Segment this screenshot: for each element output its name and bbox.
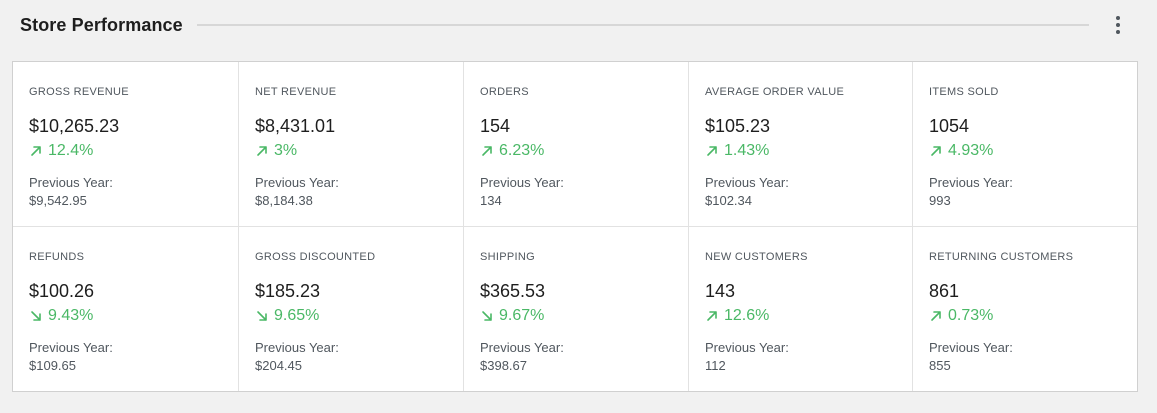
metric-label: NEW CUSTOMERS <box>705 251 808 263</box>
arrow-up-right-icon <box>480 144 494 158</box>
metric-card-refunds[interactable]: REFUNDS $100.26 9.43% Previous Year: $10… <box>13 227 239 391</box>
previous-year-label: Previous Year: <box>29 340 113 355</box>
metric-card-shipping[interactable]: SHIPPING $365.53 9.67% Previous Year: $3… <box>464 227 689 391</box>
section-title: Store Performance <box>20 15 183 35</box>
metric-label: GROSS DISCOUNTED <box>255 251 376 263</box>
arrow-up-right-icon <box>255 144 269 158</box>
delta-text: 4.93% <box>948 142 994 159</box>
previous-year-label: Previous Year: <box>705 175 789 190</box>
metric-label: NET REVENUE <box>255 86 337 98</box>
metric-value: 861 <box>929 281 960 301</box>
header-divider <box>197 24 1089 26</box>
previous-year-label: Previous Year: <box>705 340 789 355</box>
arrow-up-right-icon <box>929 309 943 323</box>
metric-value: $105.23 <box>705 116 771 136</box>
arrow-down-right-icon <box>29 309 43 323</box>
previous-year-value: 993 <box>929 193 951 208</box>
previous-year-value: 112 <box>705 358 726 373</box>
arrow-down-right-icon <box>480 309 494 323</box>
metric-value: $8,431.01 <box>255 116 336 136</box>
previous-year-label: Previous Year: <box>255 340 339 355</box>
previous-year-label: Previous Year: <box>480 175 564 190</box>
metric-delta: 9.65% <box>255 307 319 325</box>
previous-year-label: Previous Year: <box>29 175 113 190</box>
metric-value: 154 <box>480 116 511 136</box>
delta-text: 6.23% <box>499 142 545 159</box>
metric-label: RETURNING CUSTOMERS <box>929 251 1074 263</box>
delta-text: 9.43% <box>48 307 94 324</box>
metric-value: 143 <box>705 281 736 301</box>
metric-delta: 4.93% <box>929 142 993 160</box>
metric-card-orders[interactable]: ORDERS 154 6.23% Previous Year: 134 <box>464 62 689 227</box>
previous-year-value: $102.34 <box>705 193 752 208</box>
arrow-up-right-icon <box>705 144 719 158</box>
metric-delta: 9.67% <box>480 307 544 325</box>
previous-year-value: 134 <box>480 193 502 208</box>
previous-year-label: Previous Year: <box>929 175 1013 190</box>
delta-text: 1.43% <box>724 142 770 159</box>
metric-delta: 12.6% <box>705 307 769 325</box>
metric-delta: 6.23% <box>480 142 544 160</box>
previous-year-value: $109.65 <box>29 358 76 373</box>
metric-card-items-sold[interactable]: ITEMS SOLD 1054 4.93% Previous Year: 993 <box>913 62 1137 227</box>
metric-label: REFUNDS <box>29 251 85 263</box>
metric-delta: 1.43% <box>705 142 769 160</box>
metric-card-gross-revenue[interactable]: GROSS REVENUE $10,265.23 12.4% Previous … <box>13 62 239 227</box>
performance-panel: GROSS REVENUE $10,265.23 12.4% Previous … <box>12 61 1138 392</box>
previous-year-label: Previous Year: <box>929 340 1013 355</box>
metric-label: ORDERS <box>480 86 529 98</box>
metric-card-gross-discounted[interactable]: GROSS DISCOUNTED $185.23 9.65% Previous … <box>239 227 464 391</box>
previous-year-value: 855 <box>929 358 951 373</box>
delta-text: 0.73% <box>948 307 994 324</box>
delta-text: 9.67% <box>499 307 545 324</box>
ellipsis-vertical-icon <box>1116 16 1120 34</box>
metric-value: 1054 <box>929 116 970 136</box>
metric-value: $185.23 <box>255 281 321 301</box>
delta-text: 9.65% <box>274 307 320 324</box>
previous-year-label: Previous Year: <box>255 175 339 190</box>
more-options-button[interactable] <box>1103 11 1133 41</box>
previous-year-label: Previous Year: <box>480 340 564 355</box>
previous-year-value: $398.67 <box>480 358 527 373</box>
delta-text: 12.4% <box>48 142 94 159</box>
metric-delta: 3% <box>255 142 297 160</box>
metric-card-net-revenue[interactable]: NET REVENUE $8,431.01 3% Previous Year: … <box>239 62 464 227</box>
metric-card-new-customers[interactable]: NEW CUSTOMERS 143 12.6% Previous Year: 1… <box>689 227 913 391</box>
previous-year-value: $204.45 <box>255 358 302 373</box>
delta-text: 12.6% <box>724 307 770 324</box>
metric-label: ITEMS SOLD <box>929 86 999 98</box>
previous-year-value: $9,542.95 <box>29 193 87 208</box>
delta-text: 3% <box>274 142 298 159</box>
arrow-up-right-icon <box>29 144 43 158</box>
metric-delta: 12.4% <box>29 142 93 160</box>
arrow-down-right-icon <box>255 309 269 323</box>
metric-delta: 9.43% <box>29 307 93 325</box>
previous-year-value: $8,184.38 <box>255 193 313 208</box>
metric-label: GROSS REVENUE <box>29 86 129 98</box>
metric-value: $365.53 <box>480 281 546 301</box>
arrow-up-right-icon <box>705 309 719 323</box>
metric-label: SHIPPING <box>480 251 535 263</box>
metric-label: AVERAGE ORDER VALUE <box>705 86 845 98</box>
metric-value: $100.26 <box>29 281 95 301</box>
section-header: Store Performance <box>0 0 1157 52</box>
arrow-up-right-icon <box>929 144 943 158</box>
metric-value: $10,265.23 <box>29 116 120 136</box>
metric-card-returning-customers[interactable]: RETURNING CUSTOMERS 861 0.73% Previous Y… <box>913 227 1137 391</box>
metric-delta: 0.73% <box>929 307 993 325</box>
metric-card-average-order-value[interactable]: AVERAGE ORDER VALUE $105.23 1.43% Previo… <box>689 62 913 227</box>
